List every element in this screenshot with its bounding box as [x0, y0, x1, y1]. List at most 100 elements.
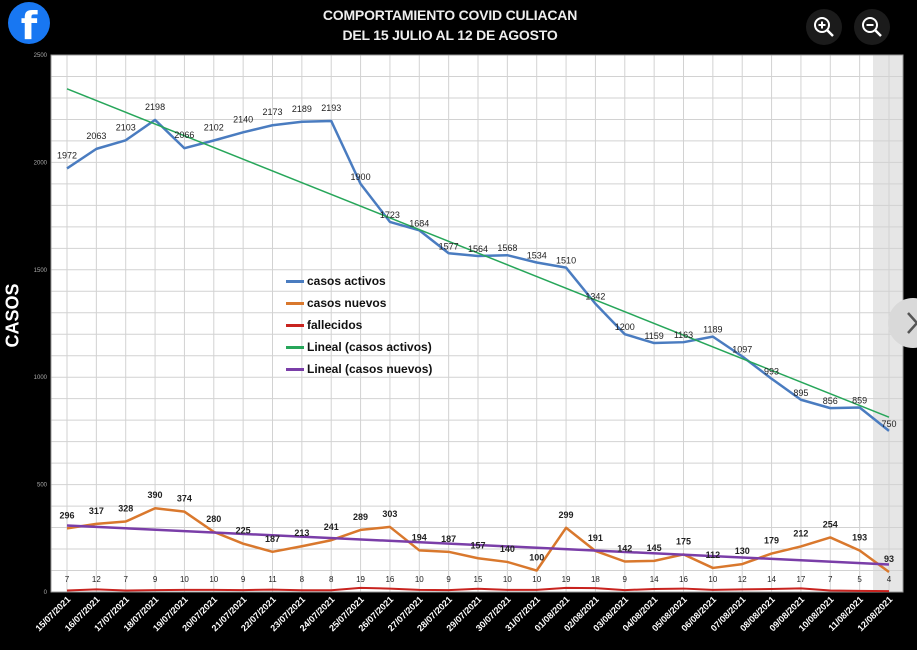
data-label-casos-activos: 895 [793, 388, 808, 398]
data-label-fallecidos: 17 [796, 575, 805, 584]
y-tick-label: 1000 [34, 375, 48, 381]
title-line-1: COMPORTAMIENTO COVID CULIACAN [322, 7, 578, 23]
data-label-fallecidos: 9 [241, 575, 246, 584]
data-label-casos-activos: 1900 [351, 172, 371, 182]
data-label-casos-nuevos: 100 [529, 553, 544, 563]
data-label-fallecidos: 5 [857, 575, 862, 584]
data-label-casos-nuevos: 299 [559, 510, 574, 520]
data-label-casos-nuevos: 374 [177, 494, 192, 504]
data-label-casos-activos: 2173 [262, 107, 282, 117]
data-label-fallecidos: 10 [503, 575, 512, 584]
grid [51, 54, 903, 593]
data-label-casos-activos: 1510 [556, 256, 576, 266]
facebook-icon[interactable]: f [8, 2, 50, 48]
legend-item-lineal_activos: Lineal (casos activos) [286, 336, 432, 358]
data-label-casos-nuevos: 187 [441, 534, 456, 544]
data-label-casos-nuevos: 140 [500, 544, 515, 554]
data-label-casos-nuevos: 280 [206, 514, 221, 524]
data-label-casos-nuevos: 175 [676, 536, 691, 546]
trendline-casos-activos [66, 88, 890, 418]
legend-swatch [286, 323, 304, 327]
data-label-fallecidos: 8 [329, 575, 334, 584]
data-label-casos-nuevos: 212 [793, 528, 808, 538]
zoom-out-button[interactable] [854, 9, 890, 45]
data-label-fallecidos: 9 [623, 575, 628, 584]
data-label-casos-nuevos: 225 [236, 526, 251, 536]
facebook-glyph: f [20, 4, 38, 48]
data-label-fallecidos: 7 [828, 575, 833, 584]
data-label-fallecidos: 12 [738, 575, 747, 584]
data-label-casos-nuevos: 289 [353, 512, 368, 522]
data-label-casos-activos: 2193 [321, 103, 341, 113]
data-label-casos-nuevos: 191 [588, 533, 603, 543]
data-label-casos-activos: 2103 [116, 122, 136, 132]
data-label-casos-activos: 1163 [674, 330, 693, 340]
plot-area [51, 55, 903, 592]
data-label-fallecidos: 19 [356, 575, 365, 584]
data-label-fallecidos: 16 [679, 575, 688, 584]
data-label-casos-nuevos: 157 [470, 540, 485, 550]
data-label-casos-nuevos: 112 [706, 550, 721, 560]
data-label-casos-activos: 2102 [204, 122, 224, 132]
legend-swatch [286, 301, 304, 305]
y-tick-label: 2500 [34, 53, 48, 59]
data-label-casos-activos: 1534 [527, 250, 547, 260]
data-label-fallecidos: 14 [650, 575, 659, 584]
legend-item-activos: casos activos [286, 270, 432, 292]
data-label-fallecidos: 14 [767, 575, 776, 584]
data-label-casos-activos: 2140 [233, 114, 253, 124]
data-label-casos-activos: 1564 [468, 244, 488, 254]
data-label-fallecidos: 10 [180, 575, 189, 584]
legend-label: casos nuevos [307, 296, 387, 310]
data-label-casos-activos: 1972 [57, 150, 77, 160]
y-axis-label: CASOS [2, 283, 23, 348]
legend-swatch [286, 367, 304, 371]
y-tick-label: 500 [37, 483, 48, 489]
data-label-casos-activos: 2066 [174, 130, 194, 140]
data-label-casos-nuevos: 328 [118, 504, 133, 514]
data-label-fallecidos: 11 [268, 575, 277, 584]
data-label-casos-activos: 1577 [439, 241, 459, 251]
data-label-casos-nuevos: 390 [148, 490, 163, 500]
data-label-fallecidos: 10 [532, 575, 541, 584]
data-label-casos-activos: 2063 [86, 131, 106, 141]
y-tick-label: 1500 [34, 268, 48, 274]
data-label-casos-nuevos: 93 [884, 554, 894, 564]
data-label-fallecidos: 16 [385, 575, 394, 584]
data-label-casos-nuevos: 194 [412, 532, 427, 542]
data-label-fallecidos: 10 [708, 575, 717, 584]
data-label-fallecidos: 7 [65, 575, 70, 584]
data-label-casos-activos: 859 [852, 395, 867, 405]
data-label-fallecidos: 8 [300, 575, 305, 584]
data-label-casos-activos: 856 [823, 396, 838, 406]
data-label-casos-nuevos: 213 [294, 528, 309, 538]
data-label-casos-nuevos: 254 [823, 519, 838, 529]
legend-item-lineal_nuevos: Lineal (casos nuevos) [286, 358, 432, 380]
data-label-fallecidos: 12 [92, 575, 101, 584]
data-label-casos-nuevos: 187 [265, 534, 280, 544]
data-label-casos-nuevos: 241 [324, 522, 339, 532]
legend-label: fallecidos [307, 318, 363, 332]
data-label-fallecidos: 18 [591, 575, 600, 584]
data-label-fallecidos: 15 [474, 575, 483, 584]
zoom-in-button[interactable] [806, 9, 842, 45]
data-label-casos-activos: 1189 [703, 325, 722, 335]
legend-label: Lineal (casos nuevos) [307, 362, 433, 376]
data-label-casos-nuevos: 145 [647, 543, 662, 553]
y-tick-label: 0 [44, 590, 48, 596]
data-label-casos-activos: 1684 [409, 218, 429, 228]
data-label-fallecidos: 19 [562, 575, 571, 584]
data-label-casos-activos: 1568 [497, 243, 517, 253]
data-label-fallecidos: 4 [887, 575, 892, 584]
data-label-casos-activos: 1723 [380, 210, 400, 220]
data-label-fallecidos: 9 [153, 575, 158, 584]
data-label-casos-activos: 1097 [732, 344, 752, 354]
legend-swatch [286, 279, 304, 283]
data-label-casos-activos: 1159 [644, 331, 663, 341]
data-label-casos-nuevos: 179 [764, 536, 779, 546]
legend-item-fallecidos: fallecidos [286, 314, 432, 336]
data-label-fallecidos: 10 [415, 575, 424, 584]
trendline-casos-nuevos [66, 524, 890, 566]
next-button[interactable] [888, 298, 917, 348]
